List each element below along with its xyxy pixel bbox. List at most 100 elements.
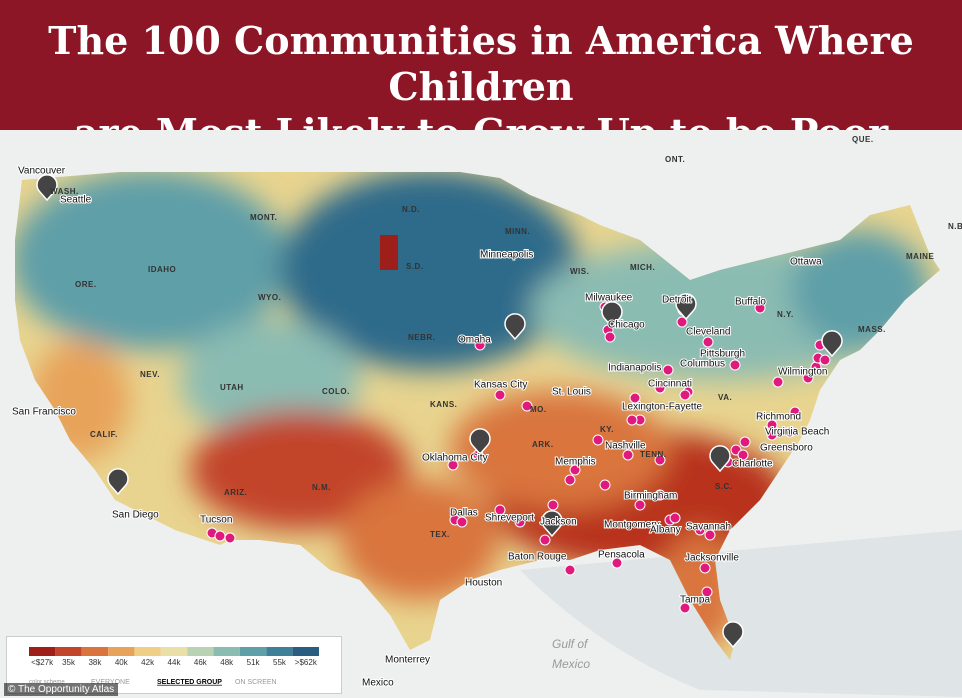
city-label: Oklahoma City [422,453,488,464]
community-dot [819,354,831,366]
community-dot [699,562,711,574]
community-dot [564,564,576,576]
community-dot [622,449,634,461]
city-label: Buffalo [735,297,766,308]
legend-swatch [134,647,161,656]
legend-label: 46k [194,658,208,667]
state-label: ORE. [75,280,97,289]
community-dot [629,392,641,404]
city-label: Greensboro [760,443,813,454]
city-label: Minneapolis [480,250,533,261]
legend-swatch [187,647,214,656]
legend-label: 42k [141,658,155,667]
state-label: TEX. [430,530,450,539]
state-label: VA. [718,393,732,402]
city-label: San Francisco [12,407,76,418]
community-dot [662,364,674,376]
legend-tab: EVERYONE [91,679,130,686]
state-label: N.Y. [777,310,794,319]
community-dot [704,529,716,541]
legend-tab: SELECTED GROUP [157,679,222,686]
city-label: Pittsburgh [700,349,745,360]
state-label: WASH. [50,187,79,196]
community-dot [456,516,468,528]
city-label: Detroit [662,295,692,306]
community-dot [494,504,506,516]
state-label: NEV. [140,370,160,379]
region [380,235,398,270]
community-dot [654,382,666,394]
legend-swatch [55,647,82,656]
city-label: Dallas [450,508,478,519]
community-dot [547,499,559,511]
city-label: Mexico [362,678,394,689]
community-dot [766,429,778,441]
city-label: Charlotte [732,459,773,470]
legend-swatch [266,647,293,656]
legend-swatch [239,647,267,656]
community-dot [599,479,611,491]
city-label: Seattle [60,195,92,206]
community-dot [626,414,638,426]
pin [107,468,129,496]
community-dot [702,336,714,348]
city-label: Albany [650,525,681,536]
legend-label: <$27k [31,658,54,667]
city-label: St. Louis [552,387,591,398]
community-dot [604,331,616,343]
region [450,390,670,510]
city-label: Montgomery [604,520,660,531]
legend-swatch [108,647,135,656]
community-dot [611,557,623,569]
community-dot [737,449,749,461]
pin [821,330,843,358]
legend-swatch [81,647,109,656]
state-label: KY. [600,425,614,434]
pin [541,510,563,538]
community-dot [214,530,226,542]
community-dot [679,602,691,614]
city-label: Shreveport [485,513,534,524]
state-label: ARIZ. [224,488,247,497]
community-dot [494,389,506,401]
city-label: Tampa [680,595,710,606]
city-label: Columbus [680,359,725,370]
community-dot [739,436,751,448]
region [340,480,500,600]
pin [709,445,731,473]
legend-label: 38k [88,658,102,667]
city-label: Pensacola [598,550,645,561]
community-dot [592,434,604,446]
community-dot [654,489,666,501]
city-label: Chicago [608,320,645,331]
state-label: IDAHO [148,265,176,274]
city-label: Kansas City [474,380,527,391]
city-label: Jackson [540,517,577,528]
state-label: NEBR. [408,333,435,342]
city-label: Wilmington [778,367,827,378]
header: The 100 Communities in America Where Chi… [0,0,962,155]
pin [675,293,697,321]
pin [36,174,58,202]
city-label: Nashville [605,441,646,452]
city-label: Indianapolis [608,363,661,374]
state-label: MICH. [630,263,655,272]
state-label: QUE. [852,135,874,144]
city-label: Ottawa [790,257,822,268]
region [190,410,410,530]
water [520,530,962,697]
city-label: Savannah [686,522,731,533]
region [15,172,290,350]
city-label: Baton Rouge [508,552,567,563]
community-dot [784,426,796,438]
community-dot [634,499,646,511]
city-label: Memphis [555,457,596,468]
state-label: KANS. [430,400,457,409]
community-dot [679,389,691,401]
city-label: Lexington-Fayette [622,402,702,413]
legend-label: 55k [273,658,287,667]
state-label: ONT. [665,155,685,164]
state-label: S.D. [406,262,424,271]
community-dot [447,459,459,471]
legend-swatch [29,647,56,656]
